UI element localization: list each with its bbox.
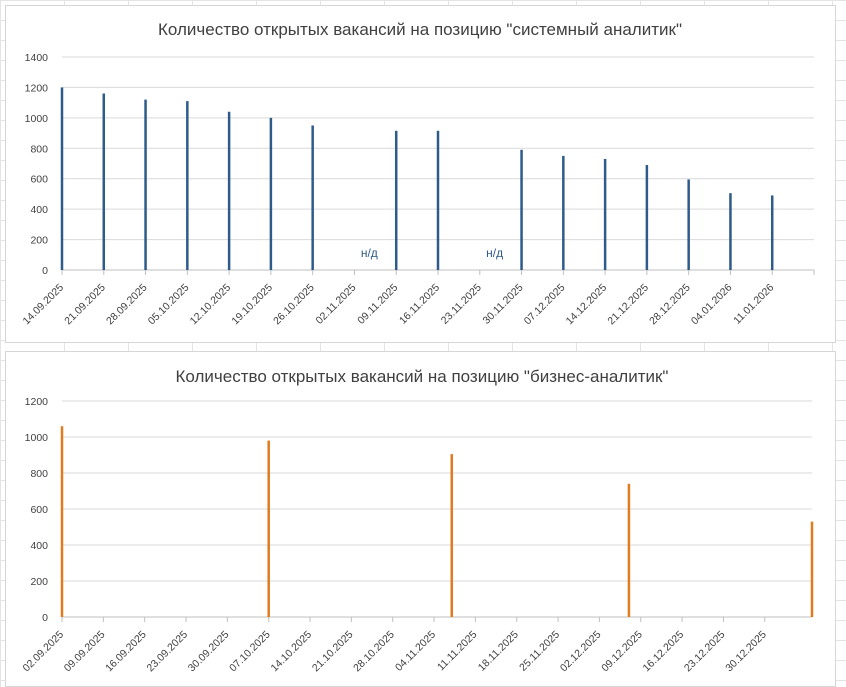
x-tick-label: 21.12.2025 — [605, 282, 651, 328]
x-tick-label: 09.09.2025 — [62, 629, 108, 675]
x-tick-label: 07.10.2025 — [227, 629, 273, 675]
y-tick-label: 200 — [30, 576, 48, 588]
x-tick-label: 21.10.2025 — [310, 629, 356, 675]
x-tick-label: 18.11.2025 — [476, 629, 521, 674]
x-tick-label: 23.11.2025 — [439, 282, 484, 327]
x-tick-label: 23.09.2025 — [144, 629, 190, 675]
x-tick-label: 04.01.2026 — [689, 282, 735, 328]
y-tick-label: 800 — [30, 468, 48, 480]
bar — [60, 426, 64, 617]
bar — [102, 93, 106, 270]
x-tick-label: 30.11.2025 — [481, 282, 526, 327]
x-tick-label: 14.09.2025 — [20, 282, 66, 328]
y-tick-label: 1200 — [25, 396, 49, 408]
x-tick-label: 02.11.2025 — [313, 282, 358, 327]
x-tick-label: 16.11.2025 — [397, 282, 442, 327]
x-tick-label: 26.10.2025 — [271, 282, 317, 328]
x-tick-label: 11.01.2026 — [731, 282, 776, 327]
chart-title: Количество открытых вакансий на позицию … — [176, 367, 669, 386]
bar — [770, 195, 774, 270]
x-tick-label: 30.12.2025 — [723, 629, 769, 675]
bar — [645, 165, 649, 270]
y-tick-label: 0 — [42, 265, 48, 277]
x-tick-label: 02.09.2025 — [20, 629, 66, 675]
bar — [562, 155, 565, 270]
y-tick-labels: 0 200 400 600 800 1000 1200 — [25, 396, 49, 624]
x-tick-label: 28.12.2025 — [647, 282, 693, 328]
gridlines — [62, 400, 812, 618]
bar — [627, 483, 631, 617]
bar — [520, 149, 523, 270]
bar — [269, 117, 273, 270]
y-tick-label: 200 — [30, 235, 48, 247]
x-tick-label: 04.11.2025 — [393, 629, 438, 674]
bar — [810, 521, 814, 617]
x-tick-label: 14.12.2025 — [564, 282, 610, 328]
y-tick-label: 600 — [30, 174, 48, 186]
y-tick-label: 800 — [30, 143, 48, 155]
y-tick-label: 0 — [42, 612, 48, 624]
x-tick-label: 09.12.2025 — [599, 629, 645, 675]
bar — [729, 193, 732, 270]
x-tick-label: 02.12.2025 — [558, 629, 604, 675]
x-tick-label: 30.09.2025 — [186, 629, 232, 675]
x-tick-label: 28.10.2025 — [351, 629, 397, 675]
x-tick-label: 23.12.2025 — [682, 629, 728, 675]
y-tick-label: 1000 — [25, 432, 49, 444]
y-tick-labels: 0 200 400 600 800 1000 1200 1400 — [25, 52, 49, 277]
bar — [311, 125, 314, 270]
x-tick-label: 28.09.2025 — [104, 282, 150, 328]
chart-system-analyst[interactable]: Количество открытых вакансий на позицию … — [5, 5, 836, 343]
x-tick-label: 12.10.2025 — [188, 282, 234, 328]
bar — [687, 179, 690, 270]
bar — [603, 158, 607, 270]
x-tick-label: 16.12.2025 — [641, 629, 687, 675]
x-tick-label: 14.10.2025 — [269, 629, 315, 675]
x-tick-label: 16.09.2025 — [103, 629, 149, 675]
bar — [267, 440, 270, 617]
x-tick-labels: 02.09.202509.09.202516.09.202523.09.2025… — [20, 617, 769, 674]
bar — [227, 111, 231, 271]
x-tick-label: 21.09.2025 — [62, 282, 108, 328]
chart-business-analyst-svg: Количество открытых вакансий на позицию … — [20, 367, 814, 674]
bars — [60, 426, 814, 617]
x-tick-label: 07.12.2025 — [522, 282, 568, 328]
annotation-no-data: н/д — [361, 246, 378, 260]
x-tick-labels: 14.09.202521.09.202528.09.202505.10.2025… — [20, 270, 815, 328]
y-tick-label: 400 — [30, 540, 48, 552]
bar — [394, 130, 398, 270]
y-tick-label: 600 — [30, 504, 48, 516]
x-tick-label: 05.10.2025 — [146, 282, 192, 328]
bar — [450, 454, 454, 617]
y-tick-label: 1000 — [25, 113, 49, 125]
bar — [186, 101, 189, 270]
x-tick-label: 25.11.2025 — [517, 629, 562, 674]
annotations: н/д н/д — [361, 246, 503, 260]
y-tick-label: 1200 — [25, 82, 49, 94]
chart-title: Количество открытых вакансий на позицию … — [158, 20, 682, 39]
bars — [60, 87, 774, 271]
chart-business-analyst[interactable]: Количество открытых вакансий на позицию … — [5, 351, 836, 687]
x-tick-label: 19.10.2025 — [229, 282, 275, 328]
bar — [144, 99, 147, 270]
y-tick-label: 1400 — [25, 52, 49, 64]
chart-system-analyst-svg: Количество открытых вакансий на позицию … — [20, 20, 815, 328]
annotation-no-data: н/д — [486, 246, 503, 260]
bar — [60, 87, 64, 270]
y-tick-label: 400 — [30, 204, 48, 216]
x-tick-label: 09.11.2025 — [355, 282, 400, 327]
x-tick-label: 11.11.2025 — [435, 629, 480, 674]
bar — [436, 130, 440, 270]
